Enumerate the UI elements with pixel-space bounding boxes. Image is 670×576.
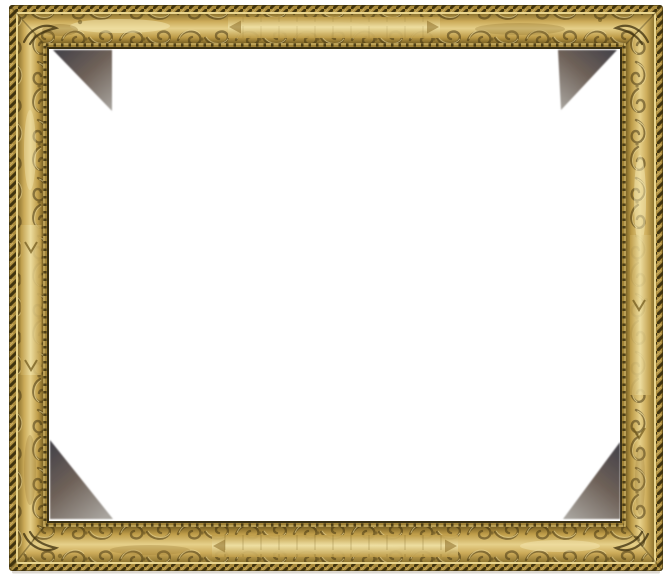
corner-shadow-top-left — [53, 50, 112, 111]
miter-line-bottom-left — [9, 523, 47, 571]
corner-flourish-top-right — [612, 24, 650, 46]
chevron-mark — [632, 427, 646, 440]
panel-end-notch — [213, 539, 225, 553]
inner-lip-highlight — [43, 43, 626, 527]
frame-opening — [49, 49, 620, 521]
panel-end-notch — [229, 20, 241, 34]
frame-outer-edge-line — [9, 5, 663, 571]
texture-blotch — [475, 23, 565, 35]
corner-flourish-top-left — [22, 24, 60, 46]
miter-seams — [9, 5, 663, 571]
miter-line-top-right — [623, 5, 663, 47]
burnished-panels — [20, 17, 651, 557]
corner-flourish-bottom-left — [22, 530, 60, 552]
frame-drop-shadow — [12, 570, 660, 574]
gold-picture-frame — [9, 5, 663, 574]
smooth-panel-right — [630, 235, 651, 395]
texture-blotch — [24, 435, 36, 505]
panel-end-notch — [445, 539, 457, 553]
texture-blotch — [635, 445, 645, 515]
leaf-seams-top — [228, 17, 440, 38]
chevron-mark — [24, 359, 38, 372]
chevron-mark — [632, 299, 646, 312]
miter-line-top-left — [9, 5, 47, 47]
texture-blotch — [634, 155, 646, 245]
texture-blotch — [520, 540, 600, 552]
texture-blotch — [110, 545, 190, 555]
age-spot — [598, 18, 602, 22]
smooth-panel-left — [20, 225, 42, 375]
corner-shadow-bottom-right — [563, 442, 620, 519]
corner-shadows — [50, 50, 620, 519]
corner-flourish-bottom-right — [612, 530, 650, 552]
chevron-mark — [24, 241, 38, 254]
panel-end-notch — [427, 20, 439, 34]
age-spot — [77, 19, 83, 25]
leaf-seams-bottom — [212, 535, 458, 557]
corner-shadow-top-right — [558, 50, 617, 110]
miter-line-bottom-right — [623, 523, 663, 571]
texture-blotch — [70, 19, 170, 33]
corner-flourishes — [22, 24, 650, 552]
corner-shadow-bottom-left — [50, 440, 113, 519]
texture-blotch — [24, 110, 36, 190]
lip-notches — [43, 43, 626, 527]
age-spot — [57, 553, 63, 559]
